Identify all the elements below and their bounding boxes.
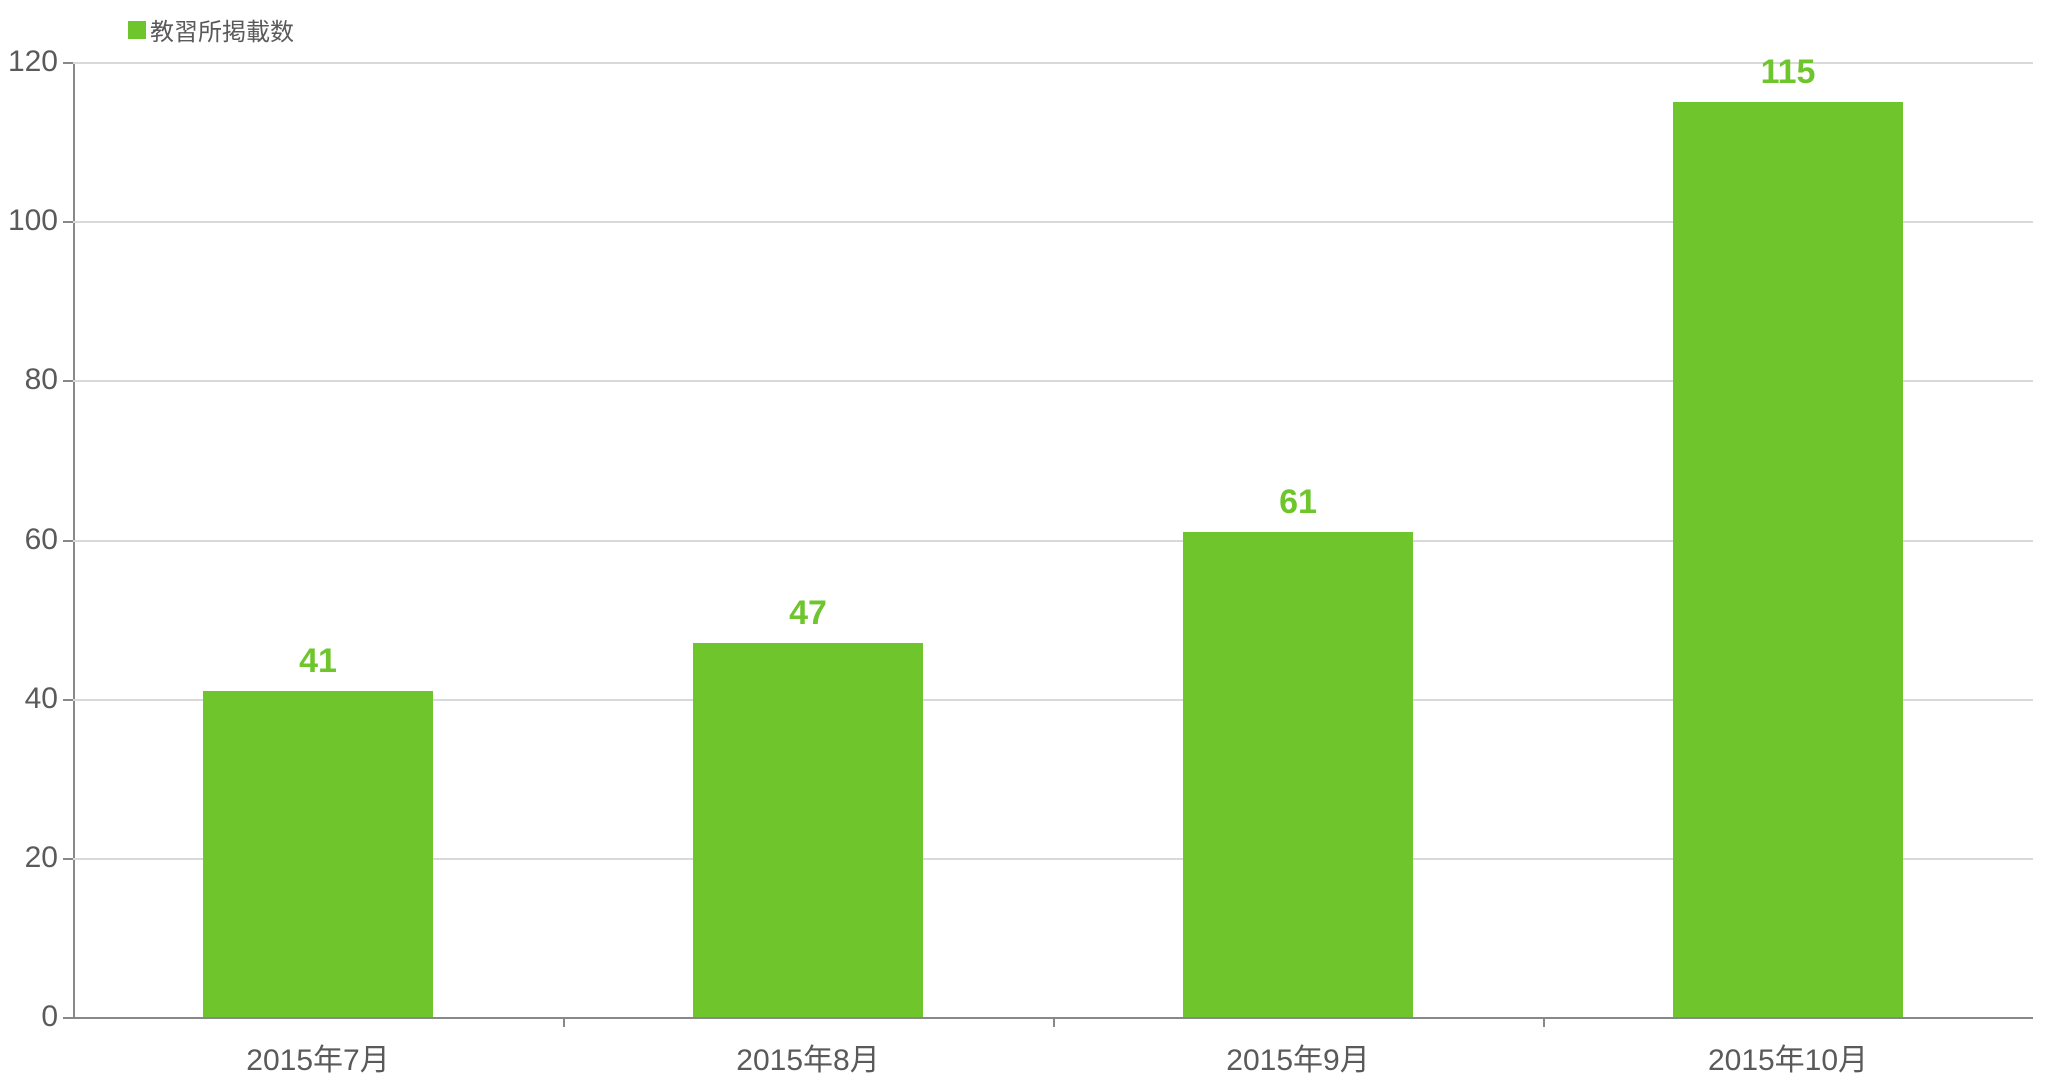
y-tick-mark bbox=[63, 62, 73, 64]
y-tick-label: 20 bbox=[3, 841, 58, 875]
x-tick-mark bbox=[1053, 1017, 1055, 1027]
bar-chart: 教習所掲載数 41 47 61 115 0 20 40 60 80 100 120 2015年7月 2… bbox=[0, 0, 2048, 1088]
y-tick-label: 60 bbox=[3, 523, 58, 557]
y-tick-mark bbox=[63, 1017, 73, 1019]
bar-value-label: 41 bbox=[299, 642, 337, 681]
x-tick-label: 2015年10月 bbox=[1708, 1035, 1868, 1079]
y-tick-label: 0 bbox=[3, 1000, 58, 1034]
legend-label: 教習所掲載数 bbox=[150, 12, 294, 47]
plot-area: 414761115 bbox=[73, 62, 2033, 1017]
y-tick-mark bbox=[63, 380, 73, 382]
legend-swatch bbox=[128, 21, 146, 39]
x-tick-label: 2015年9月 bbox=[1226, 1035, 1369, 1079]
bar-value-label: 61 bbox=[1279, 483, 1317, 522]
bar bbox=[693, 643, 923, 1017]
y-tick-mark bbox=[63, 699, 73, 701]
bar bbox=[203, 691, 433, 1017]
x-tick-mark bbox=[563, 1017, 565, 1027]
x-tick-mark bbox=[1543, 1017, 1545, 1027]
y-tick-label: 100 bbox=[3, 204, 58, 238]
gridline bbox=[73, 62, 2033, 64]
bar bbox=[1673, 102, 1903, 1017]
x-tick-label: 2015年7月 bbox=[246, 1035, 389, 1079]
legend: 教習所掲載数 bbox=[128, 12, 294, 47]
y-tick-label: 80 bbox=[3, 363, 58, 397]
y-tick-mark bbox=[63, 858, 73, 860]
bar-value-label: 115 bbox=[1761, 53, 1816, 92]
y-tick-mark bbox=[63, 540, 73, 542]
y-tick-label: 40 bbox=[3, 682, 58, 716]
y-tick-mark bbox=[63, 221, 73, 223]
x-tick-label: 2015年8月 bbox=[736, 1035, 879, 1079]
y-tick-label: 120 bbox=[3, 45, 58, 79]
bar-value-label: 47 bbox=[789, 594, 827, 633]
bar bbox=[1183, 532, 1413, 1017]
